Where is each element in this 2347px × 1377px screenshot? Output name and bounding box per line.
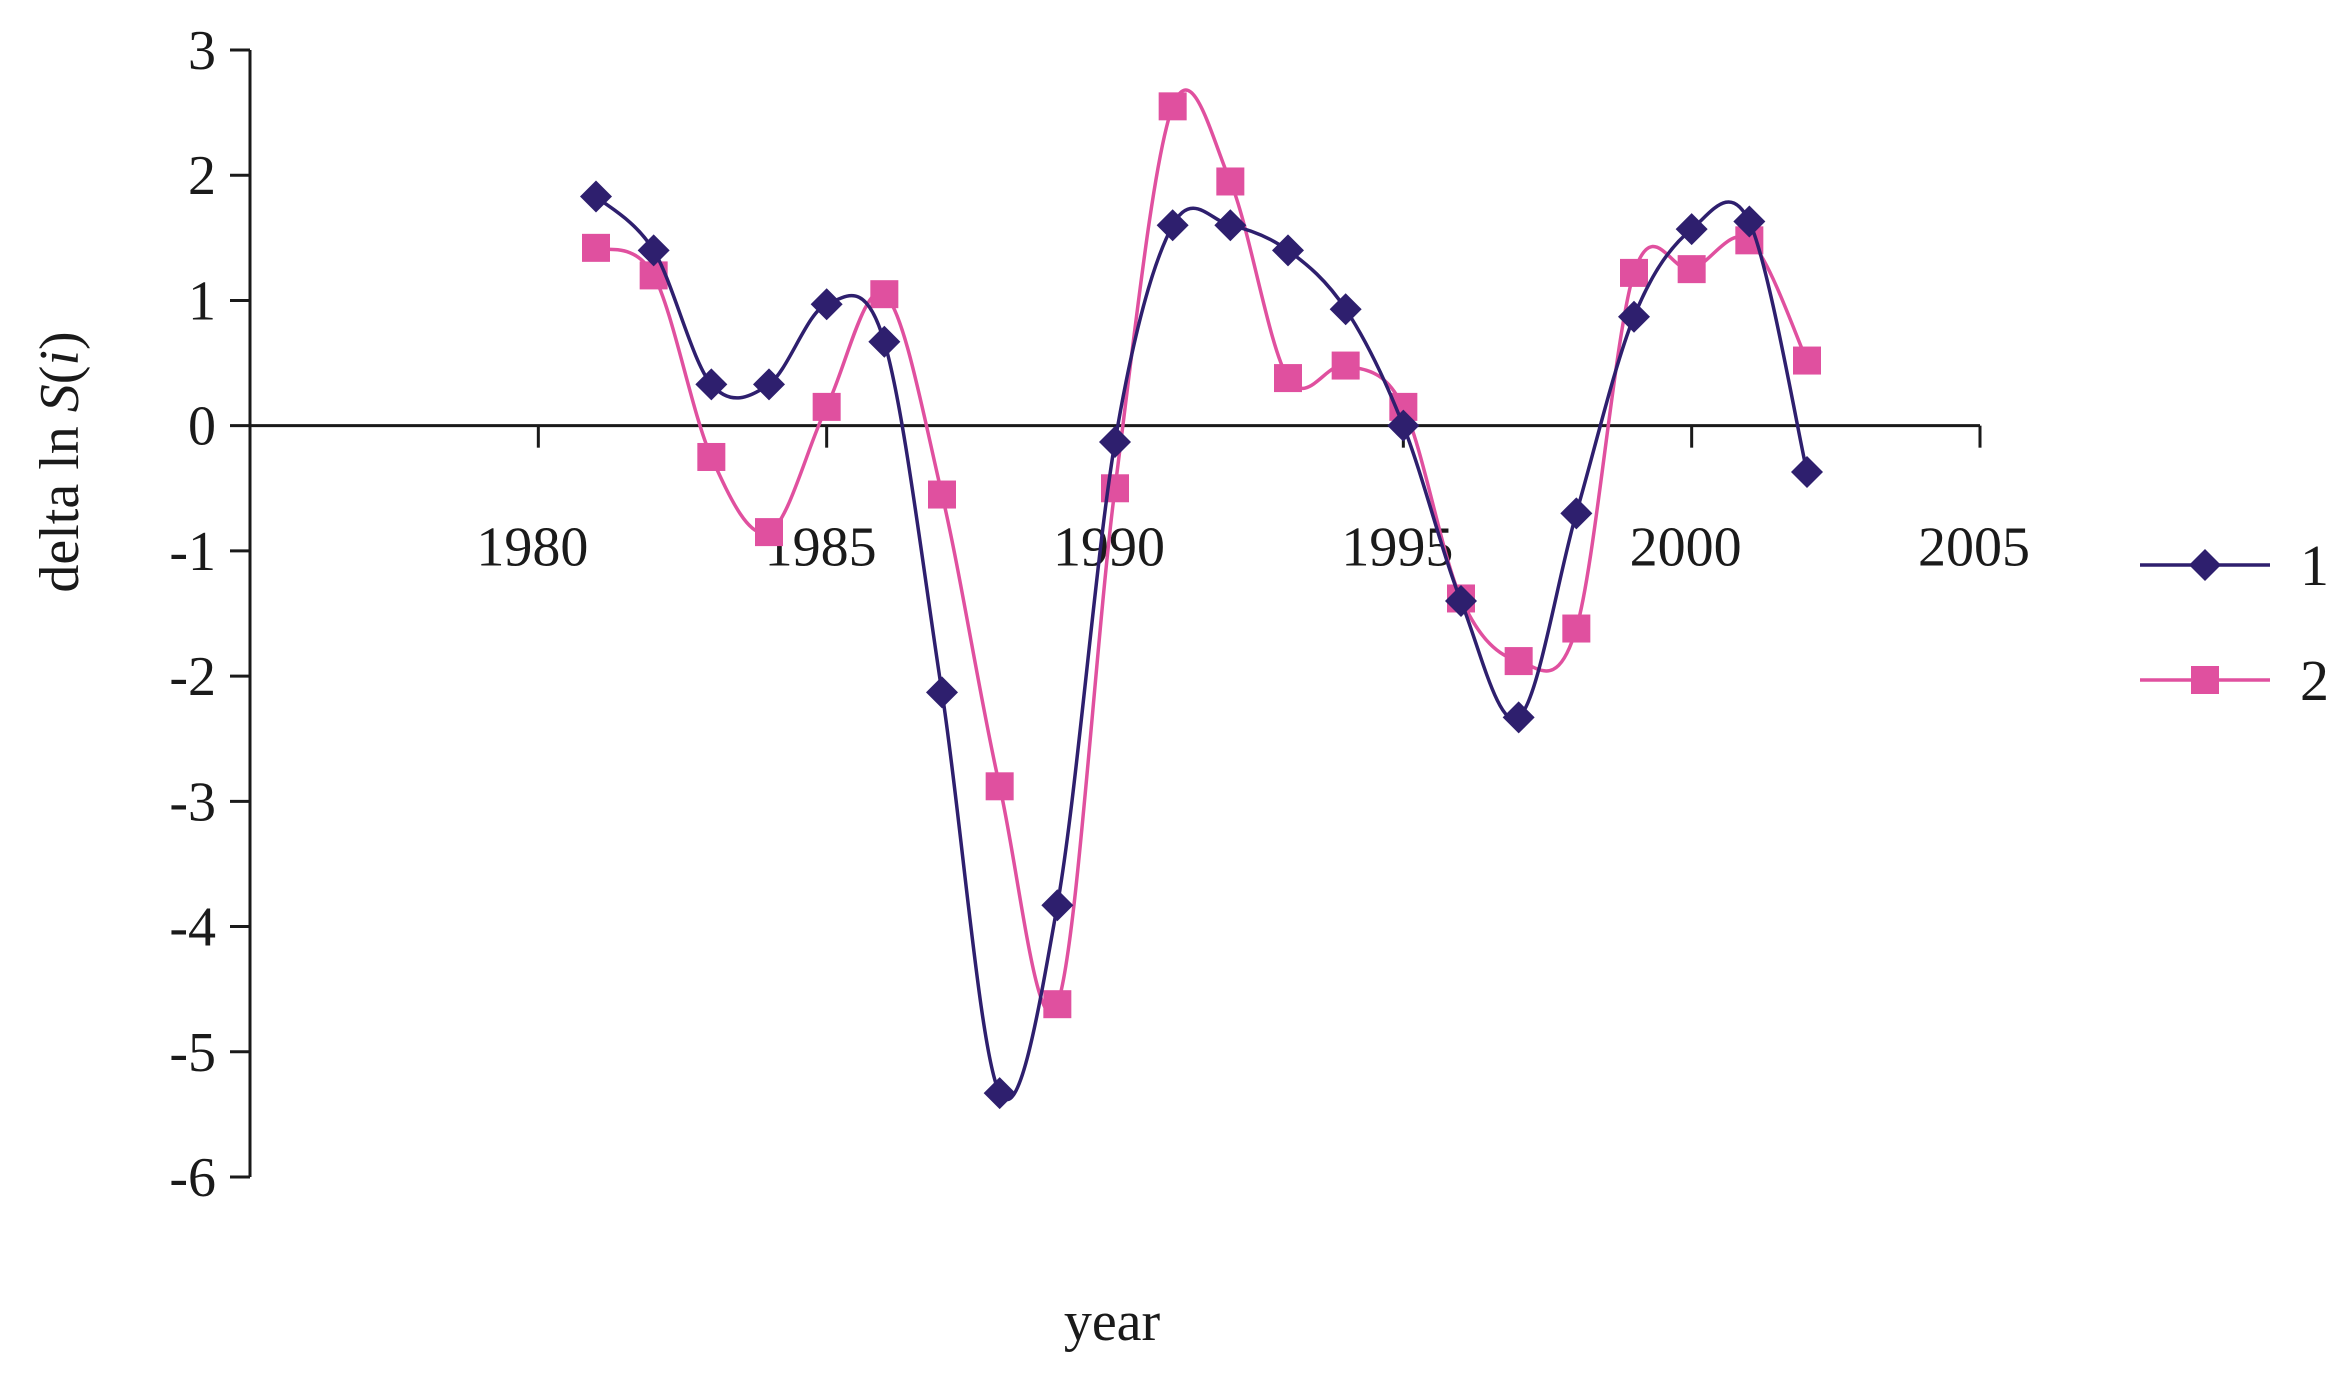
- data-point-1: [983, 1077, 1016, 1110]
- series-1: [580, 180, 1823, 1110]
- plot-area: [580, 88, 1823, 1110]
- y-axis: 3 2 1 0 -1 -2 -3 -4 -5 -6: [169, 20, 252, 1209]
- data-point-2: [582, 233, 610, 262]
- data-point-1: [1560, 497, 1593, 530]
- y-axis-title-prefix: delta ln: [29, 412, 91, 592]
- data-point-1: [580, 180, 612, 213]
- data-point-1: [753, 368, 785, 401]
- data-point-2: [1793, 346, 1821, 375]
- data-point-1: [1099, 425, 1131, 458]
- legend-marker: [2191, 666, 2219, 694]
- x-axis: 1980 1985 1990 1995 2000 2005: [250, 424, 2030, 579]
- data-point-1: [1445, 584, 1477, 617]
- y-tick-label: 3: [188, 20, 216, 82]
- data-point-2: [1504, 647, 1533, 676]
- y-axis-title-open: (: [29, 366, 91, 385]
- y-tick-label: -1: [169, 521, 216, 583]
- x-axis-title: year: [1064, 1291, 1161, 1353]
- y-tick-label: 2: [188, 145, 216, 207]
- x-tick-label: 2000: [1630, 517, 1742, 579]
- x-tick-label: 1985: [765, 517, 877, 579]
- data-point-2: [1620, 258, 1648, 287]
- y-tick-label: 0: [188, 396, 216, 458]
- y-axis-title: delta ln S(i): [29, 331, 91, 592]
- y-tick-label: 1: [188, 270, 216, 332]
- data-point-1: [1733, 205, 1766, 238]
- legend: 12: [2140, 533, 2329, 713]
- data-point-1: [637, 234, 670, 267]
- data-point-1: [1618, 300, 1650, 333]
- y-axis-title-index: i: [29, 350, 91, 366]
- data-point-1: [868, 325, 901, 358]
- y-tick-label: -6: [169, 1147, 216, 1209]
- data-point-2: [1158, 92, 1187, 121]
- data-point-2: [697, 442, 726, 471]
- x-tick-label: 1980: [476, 517, 588, 579]
- data-point-1: [1214, 209, 1247, 242]
- data-point-1: [1329, 293, 1362, 326]
- x-tick-label: 2005: [1918, 517, 2030, 579]
- y-tick-label: -2: [169, 646, 216, 708]
- data-point-1: [1502, 701, 1535, 734]
- data-point-2: [928, 480, 956, 509]
- data-point-2: [1216, 167, 1245, 196]
- data-point-1: [810, 288, 843, 321]
- data-point-2: [1331, 351, 1360, 380]
- data-point-2: [1677, 255, 1706, 284]
- data-point-1: [1791, 455, 1823, 488]
- data-point-2: [985, 772, 1014, 801]
- data-point-2: [1043, 990, 1072, 1019]
- legend-label: 1: [2300, 533, 2329, 598]
- data-point-1: [1156, 209, 1189, 242]
- legend-item-2: 2: [2140, 648, 2329, 713]
- data-point-1: [926, 676, 958, 709]
- y-axis-title-symbol: S: [29, 384, 91, 412]
- y-tick-label: -3: [169, 771, 216, 833]
- legend-label: 2: [2300, 648, 2329, 713]
- data-point-1: [1387, 409, 1420, 442]
- y-axis-title-close: ): [29, 331, 91, 350]
- series-line-1: [594, 195, 1809, 1102]
- y-tick-label: -4: [169, 897, 216, 959]
- data-point-2: [1562, 614, 1591, 643]
- y-tick-label: -5: [169, 1022, 216, 1084]
- data-point-2: [755, 518, 783, 547]
- data-point-1: [1272, 234, 1304, 267]
- data-point-2: [870, 280, 899, 309]
- legend-item-1: 1: [2140, 533, 2329, 598]
- data-point-2: [1274, 364, 1302, 393]
- data-point-1: [1041, 889, 1074, 922]
- data-point-2: [812, 392, 841, 421]
- legend-marker: [2189, 549, 2221, 581]
- data-point-1: [695, 368, 728, 401]
- data-point-1: [1675, 213, 1708, 246]
